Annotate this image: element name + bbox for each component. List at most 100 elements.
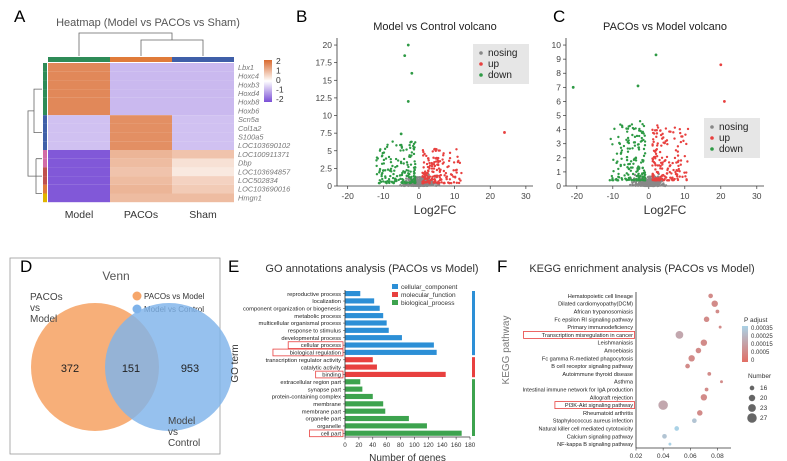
x-tick-label: 0.08 (711, 453, 724, 460)
up-point (438, 169, 442, 173)
panel-letter-c: C (553, 7, 565, 26)
heatmap-cell (110, 89, 172, 98)
up-point (656, 142, 659, 145)
down-point (410, 178, 413, 181)
up-point (659, 129, 662, 132)
heatmap-cell (48, 167, 110, 177)
row-group-bar (43, 97, 47, 107)
panel-letter-f: F (497, 257, 507, 276)
nosing-point (642, 182, 646, 186)
row-label: LOC103694857 (238, 167, 291, 176)
legend-label: cellular_component (401, 284, 458, 291)
down-point (389, 160, 393, 164)
nosing-point (653, 184, 656, 187)
heatmap-cell (110, 158, 172, 168)
down-point (626, 130, 629, 133)
kegg-bubble-panel: KEGG enrichment analysis (PACOs vs Model… (501, 263, 773, 460)
nosing-point (410, 184, 414, 188)
up-point (651, 160, 654, 163)
x-tick-label: 30 (521, 191, 531, 201)
down-point (643, 152, 647, 155)
heatmap-cell (110, 80, 172, 90)
up-point (433, 148, 436, 151)
down-point (382, 180, 385, 183)
nosing-point (639, 183, 642, 186)
up-point (436, 158, 439, 161)
up-point (666, 167, 670, 170)
pathway-label: Asthma (614, 380, 634, 386)
up-point (685, 142, 688, 146)
row-label: Hmgn1 (238, 193, 262, 202)
pathway-label: Transcription misregulation in cancer (542, 333, 633, 339)
up-point (658, 164, 661, 167)
down-point (385, 181, 388, 185)
row-group-bar (43, 63, 47, 72)
up-point (447, 165, 450, 168)
chart-title: PACOs vs Model volcano (603, 21, 727, 33)
nosing-point (631, 183, 634, 186)
up-point (437, 161, 440, 164)
up-point (686, 160, 689, 163)
down-point (608, 179, 612, 182)
go-bar (345, 298, 375, 304)
up-point (655, 170, 659, 174)
heatmap-cell (110, 132, 172, 142)
up-point (431, 150, 434, 153)
x-tick-label: -10 (377, 191, 390, 201)
down-point (396, 159, 400, 162)
up-point (655, 132, 659, 135)
down-point (410, 151, 414, 154)
down-point (632, 141, 636, 144)
go-term-label: reproductive process (287, 292, 341, 298)
up-point (659, 167, 662, 170)
row-label: Col1a2 (238, 124, 261, 133)
up-point (684, 175, 687, 178)
down-point (610, 174, 614, 178)
go-bar (345, 364, 377, 370)
go-term-label: protein-containing complex (272, 395, 341, 401)
pathway-label: PI3K-Akt signaling pathway (565, 403, 633, 409)
column-label: PACOs (124, 209, 158, 221)
up-point (681, 175, 684, 179)
up-point (441, 162, 445, 165)
up-point (460, 171, 463, 175)
down-point (643, 171, 647, 174)
x-tick-label: 180 (465, 442, 476, 449)
column-label: Sham (189, 209, 217, 221)
up-point (433, 174, 437, 178)
heatmap-cell (172, 132, 234, 142)
up-point (651, 138, 655, 141)
up-point (655, 178, 659, 182)
venn-right-set-label: Control (168, 438, 200, 449)
up-point (667, 179, 671, 182)
venn-left-set-label: vs (30, 303, 40, 314)
down-point (638, 129, 641, 132)
up-point (443, 174, 446, 177)
row-label: Hoxd4 (238, 89, 259, 98)
pathway-label: Rheumatoid arthritis (583, 411, 633, 417)
panel-letter-b: B (296, 7, 307, 26)
heatmap-cell (48, 184, 110, 194)
heatmap-cell (172, 158, 234, 168)
down-point (642, 169, 646, 172)
down-point (381, 151, 384, 155)
down-point (408, 143, 411, 147)
go-bar (345, 371, 446, 377)
size-legend-label: 16 (760, 385, 768, 392)
nosing-point (650, 181, 653, 184)
down-point (375, 173, 379, 176)
up-point (431, 170, 434, 173)
up-point (678, 128, 682, 131)
up-point (435, 147, 438, 151)
heatmap-cell (172, 123, 234, 133)
kegg-bubble (695, 347, 702, 354)
heatmap-cell (172, 80, 234, 90)
down-point (413, 160, 416, 163)
down-point (379, 148, 382, 151)
row-label: Hoxb6 (238, 106, 260, 115)
venn-legend-label: PACOs vs Model (144, 292, 205, 301)
down-point (611, 143, 614, 146)
heatmap-cell (48, 63, 110, 72)
kegg-bubble (715, 309, 720, 314)
up-point (655, 135, 658, 139)
